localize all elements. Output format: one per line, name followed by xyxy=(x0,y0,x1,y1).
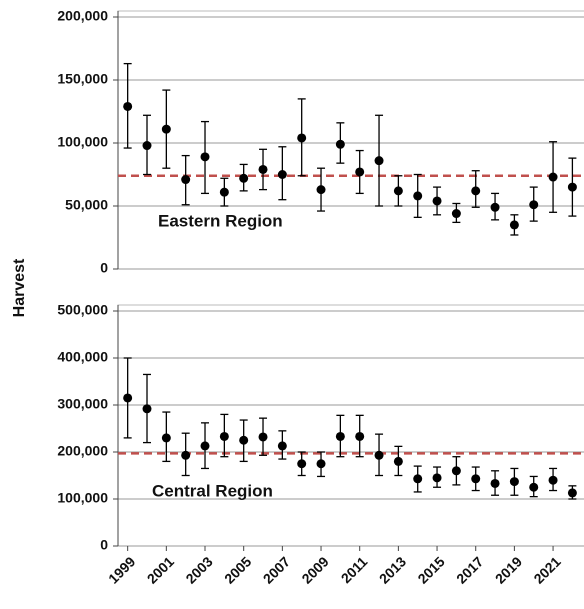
x-tick-label: 2001 xyxy=(144,553,177,586)
y-tick-label: 0 xyxy=(100,260,108,276)
y-tick-label: 100,000 xyxy=(57,490,108,506)
point xyxy=(432,196,442,206)
x-tick-label: 2009 xyxy=(298,553,331,586)
y-tick-label: 50,000 xyxy=(65,197,108,213)
x-tick-label: 1999 xyxy=(105,553,138,586)
point xyxy=(355,167,365,177)
point xyxy=(432,473,442,483)
point xyxy=(335,139,345,149)
point xyxy=(548,172,558,182)
point xyxy=(374,156,384,166)
x-tick-label: 2019 xyxy=(492,553,525,586)
point xyxy=(471,474,481,484)
point xyxy=(123,101,133,111)
point xyxy=(355,431,365,441)
point xyxy=(335,431,345,441)
point xyxy=(200,441,210,451)
y-tick-label: 400,000 xyxy=(57,349,108,365)
x-tick-label: 2003 xyxy=(182,553,215,586)
point xyxy=(393,456,403,466)
point xyxy=(181,175,191,185)
point xyxy=(277,170,287,179)
point xyxy=(161,124,171,134)
point xyxy=(509,220,519,230)
point xyxy=(316,459,326,469)
point xyxy=(297,459,307,469)
annotation: Central Region xyxy=(152,481,273,500)
y-tick-label: 500,000 xyxy=(57,302,108,318)
point xyxy=(297,133,307,143)
x-tick-label: 2015 xyxy=(414,553,447,586)
point xyxy=(316,185,326,195)
point xyxy=(393,186,403,196)
point xyxy=(277,441,287,451)
point xyxy=(509,477,519,487)
y-tick-label: 150,000 xyxy=(57,71,108,87)
x-tick-label: 2005 xyxy=(221,553,254,586)
plot-frame xyxy=(117,304,584,547)
y-axis-label: Harvest xyxy=(11,258,28,317)
point xyxy=(567,488,577,498)
point xyxy=(258,164,268,174)
point xyxy=(490,202,500,212)
x-tick-label: 2007 xyxy=(260,553,293,586)
point xyxy=(451,209,461,219)
point xyxy=(413,474,423,484)
point xyxy=(161,433,171,443)
y-tick-label: 0 xyxy=(100,537,108,553)
x-tick-label: 2013 xyxy=(376,553,409,586)
x-tick-label: 2011 xyxy=(338,553,371,586)
y-tick-label: 300,000 xyxy=(57,396,108,412)
x-tick-label: 2017 xyxy=(453,553,486,586)
y-tick-label: 100,000 xyxy=(57,134,108,150)
x-tick-label: 2021 xyxy=(530,553,563,586)
point xyxy=(258,432,268,442)
point xyxy=(142,141,152,151)
point xyxy=(529,482,539,492)
point xyxy=(471,186,481,196)
point xyxy=(123,393,133,403)
point xyxy=(219,187,229,197)
point xyxy=(567,182,577,192)
annotation: Eastern Region xyxy=(158,211,283,230)
point xyxy=(529,200,539,210)
point xyxy=(239,173,249,183)
point xyxy=(413,191,423,201)
y-tick-label: 200,000 xyxy=(57,8,108,24)
point xyxy=(142,404,152,414)
point xyxy=(374,450,384,460)
y-tick-label: 200,000 xyxy=(57,443,108,459)
point xyxy=(490,478,500,488)
point xyxy=(548,475,558,485)
point xyxy=(451,466,461,476)
point xyxy=(200,152,210,162)
point xyxy=(219,431,229,441)
point xyxy=(181,450,191,460)
point xyxy=(239,435,249,445)
